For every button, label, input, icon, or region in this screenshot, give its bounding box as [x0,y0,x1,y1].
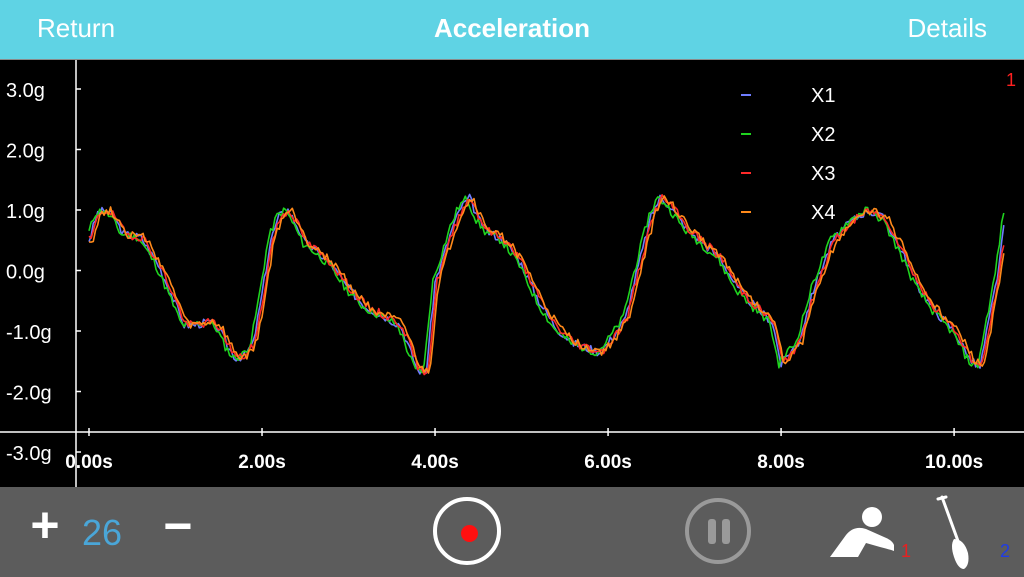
series-line-x1 [88,193,1005,375]
paddle-icon[interactable] [930,495,980,571]
count-display: 26 [82,512,123,553]
chart-svg: 3.0g 2.0g 1.0g 0.0g -1.0g -2.0g -3.0g 0.00s 2.00… [0,60,1024,488]
y-tick-label: -1.0g [6,322,52,344]
pause-icon-bar-left [708,519,716,544]
plus-button[interactable]: + [30,497,60,553]
legend-label: X2 [811,124,835,146]
details-button[interactable]: Details [907,13,987,43]
y-tick-label: -2.0g [6,383,52,405]
series-line-x2 [88,195,1005,374]
rower-icon[interactable] [828,505,898,559]
x-tick-label: 6.00s [584,452,632,473]
legend-label: X1 [811,85,835,107]
series-line-x4 [88,195,1005,374]
record-button[interactable] [433,497,501,565]
corner-label: 1 [1006,70,1016,90]
series-line-x3 [88,194,1005,376]
minus-button[interactable]: − [163,498,193,554]
legend-label: X3 [811,163,835,185]
pause-button[interactable] [685,498,751,564]
x-tick-label: 0.00s [65,452,113,473]
y-tick-label: 3.0g [6,80,45,102]
x-tick-label: 2.00s [238,452,286,473]
acceleration-chart: 3.0g 2.0g 1.0g 0.0g -1.0g -2.0g -3.0g 0.00s 2.00… [0,59,1024,488]
y-tick-label: -3.0g [6,443,52,465]
x-tick-label: 10.00s [925,452,983,473]
page-title: Acceleration [433,13,591,43]
rower-count-badge: 1 [901,541,912,561]
record-dot-icon [461,525,478,542]
y-tick-label: 0.0g [6,262,45,284]
nav-bar: Return Acceleration Details [0,0,1024,59]
x-tick-label: 4.00s [411,452,459,473]
paddle-count-badge: 2 [1000,541,1011,561]
legend-label: X4 [811,202,835,224]
pause-icon-bar-right [722,519,730,544]
y-tick-label: 2.0g [6,141,45,163]
return-button[interactable]: Return [37,13,116,43]
x-tick-label: 8.00s [757,452,805,473]
bottom-toolbar: + 26 − 1 2 [0,487,1024,577]
y-tick-label: 1.0g [6,201,45,223]
